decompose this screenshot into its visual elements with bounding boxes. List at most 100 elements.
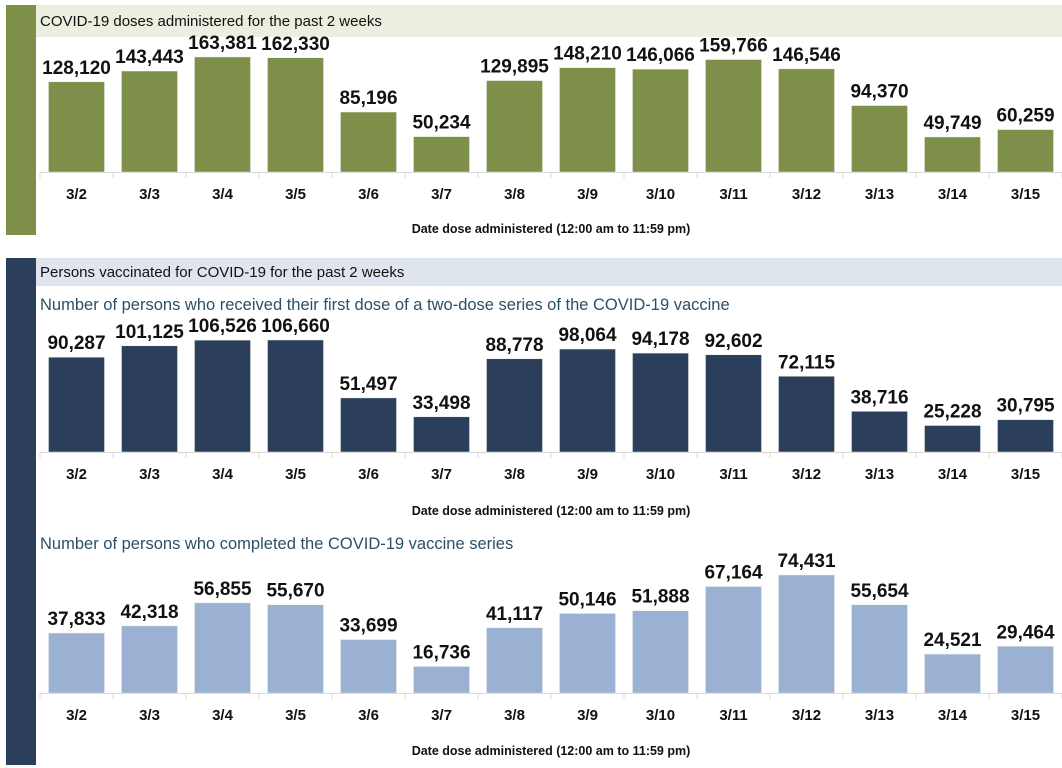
completed-value-label: 16,736 <box>412 642 470 663</box>
doses-section-header: COVID-19 doses administered for the past… <box>36 5 1062 37</box>
completed-bar <box>48 632 105 694</box>
doses-bar <box>997 129 1054 173</box>
completed-value-label: 33,699 <box>339 616 397 637</box>
first-dose-bar <box>632 352 689 453</box>
first-dose-value-label: 51,497 <box>339 374 397 395</box>
doses-bar <box>632 68 689 173</box>
completed-bar <box>267 604 324 694</box>
completed-value-label: 55,654 <box>850 581 909 602</box>
first-dose-category-label: 3/2 <box>66 466 87 483</box>
first-dose-bar <box>48 356 105 453</box>
doses-bar <box>194 56 251 173</box>
completed-category-label: 3/2 <box>66 707 87 724</box>
completed-value-label: 74,431 <box>777 551 836 572</box>
doses-category-label: 3/10 <box>646 186 675 203</box>
doses-section-title: COVID-19 doses administered for the past… <box>40 12 382 30</box>
completed-category-label: 3/11 <box>719 707 747 724</box>
first-dose-value-label: 98,064 <box>558 325 617 346</box>
first-dose-bar <box>194 339 251 453</box>
first-dose-value-label: 25,228 <box>923 402 981 423</box>
doses-category-label: 3/15 <box>1011 186 1040 203</box>
first-dose-category-label: 3/15 <box>1011 466 1040 483</box>
doses-value-label: 148,210 <box>553 44 622 65</box>
first-dose-value-label: 92,602 <box>704 331 762 352</box>
completed-value-label: 67,164 <box>704 563 763 584</box>
doses-bar <box>486 80 543 173</box>
first-dose-bar <box>121 345 178 453</box>
completed-category-label: 3/6 <box>358 707 379 724</box>
first-dose-category-label: 3/3 <box>139 466 160 483</box>
doses-value-label: 146,546 <box>772 45 841 66</box>
completed-bar <box>705 586 762 694</box>
persons-section-strip <box>6 258 36 765</box>
doses-bar <box>413 136 470 173</box>
doses-category-label: 3/4 <box>212 186 234 203</box>
first-dose-value-label: 30,795 <box>996 396 1055 417</box>
first-dose-category-label: 3/11 <box>719 466 747 483</box>
doses-category-label: 3/5 <box>285 186 306 203</box>
first-dose-bar-chart: 90,287 3/2 101,125 3/3 106,526 3/4 106,660 3/5 5… <box>39 316 1062 518</box>
persons-section-header: Persons vaccinated for COVID-19 for the … <box>36 258 1062 286</box>
doses-bar <box>267 57 324 173</box>
completed-bar <box>413 666 470 694</box>
doses-value-label: 162,330 <box>261 34 330 55</box>
doses-section-strip <box>6 5 36 235</box>
first-dose-category-label: 3/12 <box>792 466 821 483</box>
first-dose-bar <box>705 354 762 453</box>
completed-value-label: 51,888 <box>631 587 689 608</box>
completed-value-label: 41,117 <box>486 604 543 625</box>
doses-value-label: 128,120 <box>42 58 111 79</box>
doses-bar <box>705 59 762 173</box>
doses-value-label: 129,895 <box>480 57 549 78</box>
doses-bar <box>340 111 397 173</box>
doses-bar <box>778 68 835 173</box>
doses-value-label: 159,766 <box>699 36 768 57</box>
completed-category-label: 3/13 <box>865 707 894 724</box>
first-dose-category-label: 3/5 <box>285 466 306 483</box>
doses-value-label: 50,234 <box>412 113 471 134</box>
persons-section-title: Persons vaccinated for COVID-19 for the … <box>40 263 405 281</box>
doses-category-label: 3/3 <box>139 186 160 203</box>
doses-bar <box>121 70 178 173</box>
first-dose-x-axis-title: Date dose administered (12:00 am to 11:5… <box>412 504 691 518</box>
completed-category-label: 3/14 <box>938 707 968 724</box>
completed-value-label: 37,833 <box>47 609 105 630</box>
first-dose-category-label: 3/8 <box>504 466 525 483</box>
first-dose-bar <box>997 419 1054 453</box>
completed-category-label: 3/7 <box>431 707 452 724</box>
completed-category-label: 3/12 <box>792 707 821 724</box>
doses-bar-chart: 128,120 3/2 143,443 3/3 163,381 3/4 162,330 3/5… <box>39 33 1062 236</box>
doses-x-axis-title: Date dose administered (12:00 am to 11:5… <box>412 222 691 236</box>
first-dose-value-label: 33,498 <box>412 393 470 414</box>
first-dose-bar <box>413 416 470 453</box>
first-dose-category-label: 3/6 <box>358 466 379 483</box>
doses-bar <box>559 67 616 173</box>
doses-category-label: 3/11 <box>719 186 747 203</box>
doses-bar <box>851 105 908 173</box>
completed-category-label: 3/10 <box>646 707 675 724</box>
doses-category-label: 3/2 <box>66 186 87 203</box>
completed-category-label: 3/9 <box>577 707 598 724</box>
doses-category-label: 3/8 <box>504 186 525 203</box>
completed-bar <box>997 646 1054 694</box>
completed-category-label: 3/3 <box>139 707 160 724</box>
first-dose-category-label: 3/4 <box>212 466 234 483</box>
completed-bar <box>851 604 908 694</box>
first-dose-value-label: 101,125 <box>115 322 184 343</box>
completed-x-axis-title: Date dose administered (12:00 am to 11:5… <box>412 744 691 758</box>
completed-bar <box>340 639 397 694</box>
completed-value-label: 55,670 <box>266 581 324 602</box>
completed-category-label: 3/15 <box>1011 707 1040 724</box>
completed-value-label: 24,521 <box>923 630 982 651</box>
completed-value-label: 42,318 <box>120 602 178 623</box>
first-dose-category-label: 3/14 <box>938 466 968 483</box>
first-dose-bar <box>267 339 324 453</box>
first-dose-chart-title: Number of persons who received their fir… <box>40 296 730 314</box>
first-dose-bar <box>559 348 616 453</box>
doses-value-label: 94,370 <box>850 82 908 103</box>
doses-category-label: 3/12 <box>792 186 821 203</box>
first-dose-bar <box>486 358 543 453</box>
first-dose-value-label: 90,287 <box>47 333 105 354</box>
completed-bar <box>778 574 835 694</box>
first-dose-value-label: 38,716 <box>850 387 908 408</box>
